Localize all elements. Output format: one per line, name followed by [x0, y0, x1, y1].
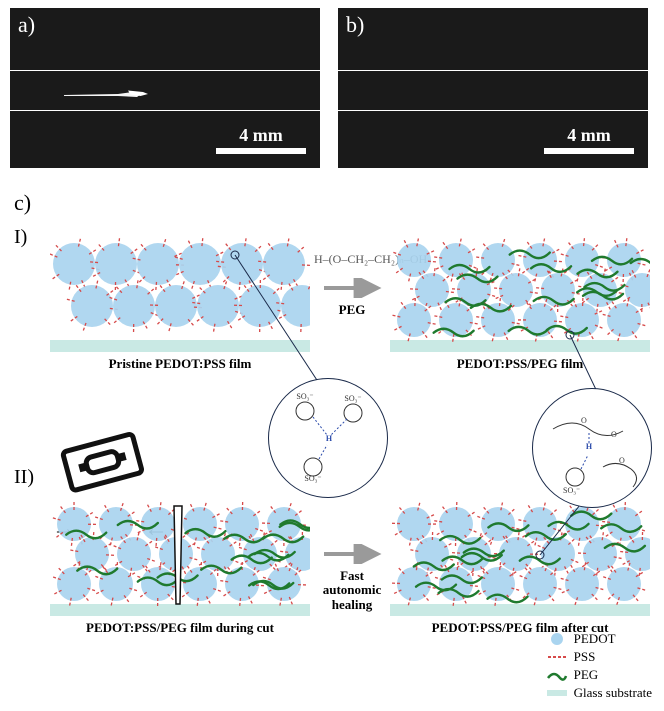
arrow-II: Fast autonomic healing — [322, 544, 382, 612]
film-I-right — [390, 234, 650, 352]
panel-b-label: b) — [346, 12, 364, 38]
arrow-I: PEG — [322, 278, 382, 317]
svg-text:SO₃⁻: SO₃⁻ — [344, 394, 361, 403]
legend-peg-label: PEG — [574, 667, 599, 683]
roman-II: II) — [14, 466, 34, 489]
svg-text:SO₃⁻: SO₃⁻ — [563, 486, 580, 495]
panel-a-guide1 — [10, 70, 320, 71]
inset-circle-pss: SO₃⁻ SO₃⁻ SO₃⁻ H — [268, 378, 388, 498]
svg-text:O: O — [611, 430, 617, 439]
panel-a-scalebar: 4 mm — [216, 125, 306, 154]
arrow-II-label1: Fast autonomic — [322, 569, 382, 598]
svg-text:O: O — [581, 416, 587, 425]
svg-text:SO₃⁻: SO₃⁻ — [296, 392, 313, 401]
panel-a-label: a) — [18, 12, 35, 38]
caption-I-left: Pristine PEDOT:PSS film — [50, 356, 310, 372]
scheme-row-I: I) Pristine PEDOT:PSS film H–(O–CH₂–CH₂)… — [14, 218, 650, 393]
panel-b-scale-line — [544, 148, 634, 154]
caption-II-left: PEDOT:PSS/PEG film during cut — [50, 620, 310, 636]
legend-pedot-label: PEDOT — [574, 631, 616, 647]
panel-c-label: c) — [14, 190, 31, 216]
svg-text:O: O — [619, 456, 625, 465]
svg-text:H: H — [326, 434, 333, 443]
panel-a-guide2 — [10, 110, 320, 111]
panel-b-scalebar: 4 mm — [544, 125, 634, 154]
legend-pss-label: PSS — [574, 649, 596, 665]
legend: PEDOT PSS PEG Glass substrate — [546, 629, 652, 703]
panel-b-scale-text: 4 mm — [567, 125, 611, 146]
razor-icon — [54, 428, 154, 508]
roman-I: I) — [14, 226, 27, 249]
panel-b: b) 4 mm — [338, 8, 648, 168]
arrow-II-label2: healing — [322, 598, 382, 612]
legend-pedot: PEDOT — [546, 631, 652, 647]
panel-b-guide1 — [338, 70, 648, 71]
panel-a-scale-text: 4 mm — [239, 125, 283, 146]
panel-a-scale-line — [216, 148, 306, 154]
legend-glass: Glass substrate — [546, 685, 652, 701]
top-panels: a) 4 mm b) 4 mm — [0, 0, 664, 168]
arrow-I-label: PEG — [322, 303, 382, 317]
inset-circle-peg: O O H SO₃⁻ O — [532, 388, 652, 508]
caption-I-right: PEDOT:PSS/PEG film — [390, 356, 650, 372]
svg-text:H: H — [586, 442, 593, 451]
film-II-left — [50, 498, 310, 616]
legend-pss: PSS — [546, 649, 652, 665]
legend-peg: PEG — [546, 667, 652, 683]
svg-text:SO₃⁻: SO₃⁻ — [304, 474, 321, 483]
panel-a: a) 4 mm — [10, 8, 320, 168]
panel-b-guide2 — [338, 110, 648, 111]
film-I-left — [50, 234, 310, 352]
film-II-right — [390, 498, 650, 616]
panel-a-scratch — [18, 90, 198, 100]
legend-glass-label: Glass substrate — [574, 685, 652, 701]
